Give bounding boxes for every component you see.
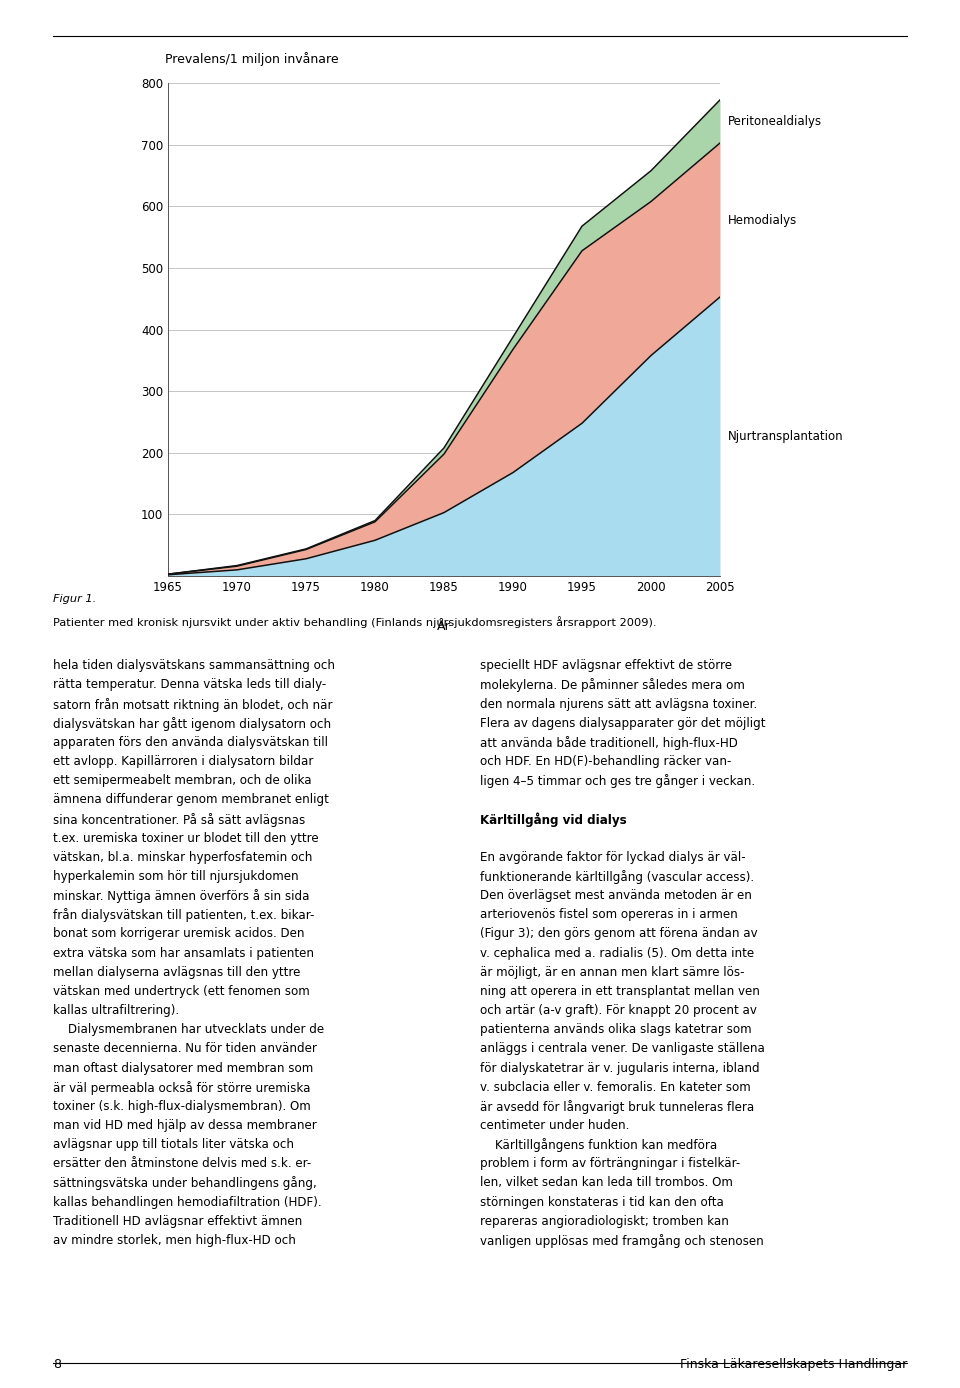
Text: ämnena diffunderar genom membranet enligt: ämnena diffunderar genom membranet enlig… — [53, 794, 328, 806]
Text: och HDF. En HD(F)-behandling räcker van-: och HDF. En HD(F)-behandling räcker van- — [480, 755, 732, 768]
Text: avlägsnar upp till tiotals liter vätska och: avlägsnar upp till tiotals liter vätska … — [53, 1138, 294, 1151]
Text: dialysvätskan har gått igenom dialysatorn och: dialysvätskan har gått igenom dialysator… — [53, 716, 331, 730]
Text: man vid HD med hjälp av dessa membraner: man vid HD med hjälp av dessa membraner — [53, 1119, 317, 1133]
Text: och artär (a-v graft). För knappt 20 procent av: och artär (a-v graft). För knappt 20 pro… — [480, 1004, 756, 1017]
Text: Dialysmembranen har utvecklats under de: Dialysmembranen har utvecklats under de — [53, 1023, 324, 1037]
Text: Finska Läkaresellskapets Handlingar: Finska Läkaresellskapets Handlingar — [680, 1359, 907, 1371]
Text: är väl permeabla också för större uremiska: är väl permeabla också för större uremis… — [53, 1081, 310, 1095]
Text: sättningsvätska under behandlingens gång,: sättningsvätska under behandlingens gång… — [53, 1177, 317, 1191]
Text: centimeter under huden.: centimeter under huden. — [480, 1119, 630, 1133]
Text: apparaten förs den använda dialysvätskan till: apparaten förs den använda dialysvätskan… — [53, 736, 327, 750]
Text: störningen konstateras i tid kan den ofta: störningen konstateras i tid kan den oft… — [480, 1195, 724, 1209]
Text: extra vätska som har ansamlats i patienten: extra vätska som har ansamlats i patient… — [53, 947, 314, 959]
Text: (Figur 3); den görs genom att förena ändan av: (Figur 3); den görs genom att förena änd… — [480, 927, 757, 941]
Text: ligen 4–5 timmar och ges tre gånger i veckan.: ligen 4–5 timmar och ges tre gånger i ve… — [480, 775, 756, 788]
Text: anläggs i centrala vener. De vanligaste ställena: anläggs i centrala vener. De vanligaste … — [480, 1042, 765, 1055]
Text: ersätter den åtminstone delvis med s.k. er-: ersätter den åtminstone delvis med s.k. … — [53, 1158, 311, 1170]
Text: att använda både traditionell, high-flux-HD: att använda både traditionell, high-flux… — [480, 736, 738, 750]
Text: vanligen upplösas med framgång och stenosen: vanligen upplösas med framgång och steno… — [480, 1234, 764, 1248]
Text: funktionerande kärltillgång (vascular access).: funktionerande kärltillgång (vascular ac… — [480, 870, 755, 884]
Text: molekylerna. De påminner således mera om: molekylerna. De påminner således mera om — [480, 679, 745, 693]
Text: rätta temperatur. Denna vätska leds till dialy-: rätta temperatur. Denna vätska leds till… — [53, 679, 326, 691]
Text: är avsedd för långvarigt bruk tunneleras flera: är avsedd för långvarigt bruk tunneleras… — [480, 1099, 755, 1113]
Text: arteriovenös fistel som opereras in i armen: arteriovenös fistel som opereras in i ar… — [480, 908, 737, 922]
Text: vätskan, bl.a. minskar hyperfosfatemin och: vätskan, bl.a. minskar hyperfosfatemin o… — [53, 851, 312, 863]
Text: Figur 1.: Figur 1. — [53, 594, 100, 604]
Text: t.ex. uremiska toxiner ur blodet till den yttre: t.ex. uremiska toxiner ur blodet till de… — [53, 831, 319, 845]
Text: är möjligt, är en annan men klart sämre lös-: är möjligt, är en annan men klart sämre … — [480, 966, 745, 979]
Text: bonat som korrigerar uremisk acidos. Den: bonat som korrigerar uremisk acidos. Den — [53, 927, 304, 941]
Text: v. subclacia eller v. femoralis. En kateter som: v. subclacia eller v. femoralis. En kate… — [480, 1081, 751, 1094]
Text: kallas ultrafiltrering).: kallas ultrafiltrering). — [53, 1004, 179, 1017]
Text: speciellt HDF avlägsnar effektivt de större: speciellt HDF avlägsnar effektivt de stö… — [480, 659, 732, 672]
Text: senaste decennierna. Nu för tiden använder: senaste decennierna. Nu för tiden använd… — [53, 1042, 317, 1055]
Text: för dialyskatetrar är v. jugularis interna, ibland: för dialyskatetrar är v. jugularis inter… — [480, 1062, 759, 1074]
Text: ett semipermeabelt membran, och de olika: ett semipermeabelt membran, och de olika — [53, 775, 311, 787]
Text: Prevalens/1 miljon invånare: Prevalens/1 miljon invånare — [165, 53, 339, 67]
Text: En avgörande faktor för lyckad dialys är väl-: En avgörande faktor för lyckad dialys är… — [480, 851, 746, 863]
Text: Kärltillgång vid dialys: Kärltillgång vid dialys — [480, 812, 627, 827]
Text: len, vilket sedan kan leda till trombos. Om: len, vilket sedan kan leda till trombos.… — [480, 1177, 732, 1190]
Text: hela tiden dialysvätskans sammansättning och: hela tiden dialysvätskans sammansättning… — [53, 659, 335, 672]
Text: repareras angioradiologiskt; tromben kan: repareras angioradiologiskt; tromben kan — [480, 1214, 729, 1228]
Text: kallas behandlingen hemodiafiltration (HDF).: kallas behandlingen hemodiafiltration (H… — [53, 1195, 322, 1209]
Text: sina koncentrationer. På så sätt avlägsnas: sina koncentrationer. På så sätt avlägsn… — [53, 812, 305, 826]
Text: v. cephalica med a. radialis (5). Om detta inte: v. cephalica med a. radialis (5). Om det… — [480, 947, 755, 959]
Text: mellan dialyserna avlägsnas till den yttre: mellan dialyserna avlägsnas till den ytt… — [53, 966, 300, 979]
Text: från dialysvätskan till patienten, t.ex. bikar-: från dialysvätskan till patienten, t.ex.… — [53, 908, 314, 922]
Text: ett avlopp. Kapillärroren i dialysatorn bildar: ett avlopp. Kapillärroren i dialysatorn … — [53, 755, 313, 768]
Text: Hemodialys: Hemodialys — [728, 214, 797, 226]
Text: problem i form av förträngningar i fistelkär-: problem i form av förträngningar i fiste… — [480, 1158, 740, 1170]
Text: 8: 8 — [53, 1359, 60, 1371]
Text: ning att operera in ett transplantat mellan ven: ning att operera in ett transplantat mel… — [480, 985, 760, 998]
Text: Njurtransplantation: Njurtransplantation — [728, 430, 843, 443]
Text: År: År — [437, 620, 451, 633]
Text: av mindre storlek, men high-flux-HD och: av mindre storlek, men high-flux-HD och — [53, 1234, 296, 1246]
Text: Den överlägset mest använda metoden är en: Den överlägset mest använda metoden är e… — [480, 890, 752, 902]
Text: Kärltillgångens funktion kan medföra: Kärltillgångens funktion kan medföra — [480, 1138, 717, 1152]
Text: man oftast dialysatorer med membran som: man oftast dialysatorer med membran som — [53, 1062, 313, 1074]
Text: minskar. Nyttiga ämnen överförs å sin sida: minskar. Nyttiga ämnen överförs å sin si… — [53, 890, 309, 904]
Text: patienterna används olika slags katetrar som: patienterna används olika slags katetrar… — [480, 1023, 752, 1037]
Text: satorn från motsatt riktning än blodet, och när: satorn från motsatt riktning än blodet, … — [53, 698, 332, 712]
Text: Flera av dagens dialysapparater gör det möjligt: Flera av dagens dialysapparater gör det … — [480, 716, 765, 730]
Text: den normala njurens sätt att avlägsna toxiner.: den normala njurens sätt att avlägsna to… — [480, 698, 757, 711]
Text: Patienter med kronisk njursvikt under aktiv behandling (Finlands njursjukdomsreg: Patienter med kronisk njursvikt under ak… — [53, 616, 657, 629]
Text: hyperkalemin som hör till njursjukdomen: hyperkalemin som hör till njursjukdomen — [53, 870, 299, 883]
Text: Peritonealdialys: Peritonealdialys — [728, 115, 822, 128]
Text: vätskan med undertryck (ett fenomen som: vätskan med undertryck (ett fenomen som — [53, 985, 309, 998]
Text: Traditionell HD avlägsnar effektivt ämnen: Traditionell HD avlägsnar effektivt ämne… — [53, 1214, 302, 1228]
Text: toxiner (s.k. high-flux-dialysmembran). Om: toxiner (s.k. high-flux-dialysmembran). … — [53, 1099, 310, 1113]
